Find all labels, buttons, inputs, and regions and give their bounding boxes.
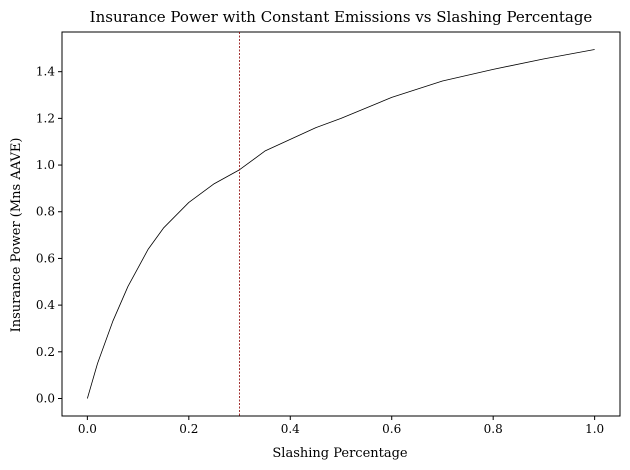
- y-tick-label: 1.4: [36, 65, 55, 79]
- y-tick-label: 0.0: [36, 391, 55, 405]
- x-tick-label: 0.8: [484, 422, 503, 436]
- x-axis: 0.0 0.2 0.4 0.6 0.8 1.0: [78, 416, 604, 436]
- x-tick-label: 0.2: [179, 422, 198, 436]
- y-tick-label: 0.6: [36, 251, 55, 265]
- x-tick-label: 0.4: [281, 422, 300, 436]
- series-group: [86, 49, 595, 399]
- x-tick-label: 0.6: [382, 422, 401, 436]
- y-tick-label: 0.4: [36, 298, 55, 312]
- x-axis-label: Slashing Percentage: [272, 446, 408, 461]
- series-line: [86, 49, 595, 399]
- plot-area: [61, 31, 621, 417]
- x-tick-label: 0.0: [78, 422, 97, 436]
- chart-title: Insurance Power with Constant Emissions …: [90, 8, 593, 26]
- y-axis: 0.0 0.2 0.4 0.6 0.8 1.0 1.2 1.4: [36, 65, 62, 405]
- y-tick-label: 0.2: [36, 345, 55, 359]
- plot-frame: [61, 31, 621, 417]
- y-tick-label: 1.2: [36, 111, 55, 125]
- y-axis-label: Insurance Power (Mns AAVE): [9, 138, 24, 333]
- x-tick-label: 1.0: [585, 422, 604, 436]
- y-tick-label: 0.8: [36, 205, 55, 219]
- y-tick-label: 1.0: [36, 158, 55, 172]
